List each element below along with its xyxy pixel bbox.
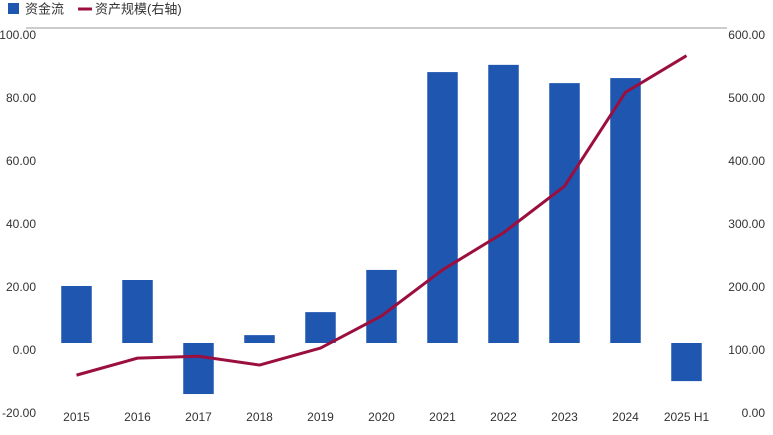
- x-tick-label: 2017: [185, 410, 212, 424]
- y2-tick-label: 300.00: [728, 217, 765, 231]
- x-tick-label: 2018: [246, 410, 273, 424]
- y2-tick-label: 100.00: [728, 343, 765, 357]
- y-tick-label: 100.00: [0, 28, 36, 42]
- y-tick-label: -20.00: [2, 406, 36, 420]
- y-tick-label: 20.00: [6, 280, 36, 294]
- x-tick-label: 2021: [429, 410, 456, 424]
- bar: [61, 285, 92, 343]
- bar: [610, 78, 641, 344]
- bar: [427, 72, 458, 343]
- x-tick-label: 2019: [307, 410, 334, 424]
- x-tick-label: 2025 H1: [664, 410, 710, 424]
- x-tick-label: 2016: [124, 410, 151, 424]
- bar: [244, 335, 275, 343]
- bar: [183, 343, 214, 395]
- bar: [305, 312, 336, 343]
- y-tick-label: 80.00: [6, 91, 36, 105]
- x-tick-label: 2023: [551, 410, 578, 424]
- y-tick-label: 0.00: [13, 343, 37, 357]
- y2-tick-label: 400.00: [728, 154, 765, 168]
- legend-label: 资产规模(右轴): [95, 1, 182, 16]
- legend-label: 资金流: [25, 1, 64, 16]
- y2-tick-label: 500.00: [728, 91, 765, 105]
- line: [76, 54, 688, 377]
- legend-swatch: [8, 3, 19, 14]
- bar: [488, 64, 519, 343]
- x-tick-label: 2020: [368, 410, 395, 424]
- x-tick-label: 2022: [490, 410, 517, 424]
- x-tick-label: 2015: [63, 410, 90, 424]
- bar: [122, 280, 153, 343]
- x-tick-label: 2024: [612, 410, 639, 424]
- bar: [671, 343, 702, 382]
- y-tick-label: 40.00: [6, 217, 36, 231]
- bar: [549, 83, 580, 343]
- y2-tick-label: 600.00: [728, 28, 765, 42]
- y-tick-label: 60.00: [6, 154, 36, 168]
- y2-tick-label: 200.00: [728, 280, 765, 294]
- y2-tick-label: 0.00: [742, 406, 766, 420]
